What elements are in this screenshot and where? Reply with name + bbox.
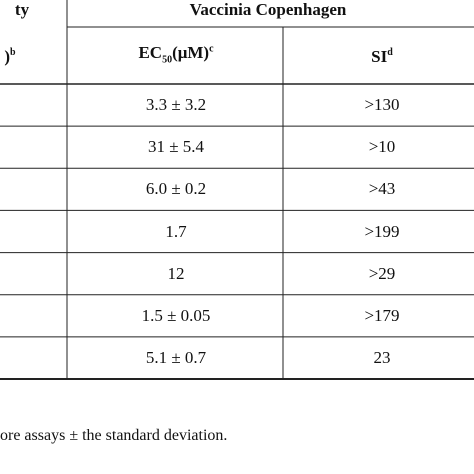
header-text: EC — [138, 43, 163, 63]
header-cell: )b — [4, 43, 15, 67]
header-text: SI — [371, 46, 388, 66]
table-cell: 23 — [373, 347, 391, 367]
header-sub: 50 — [162, 54, 173, 66]
table-cell: >10 — [368, 137, 396, 157]
table-cell: 31 ± 5.4 — [147, 137, 205, 157]
table-cell: >130 — [364, 95, 400, 115]
table-cell: >29 — [368, 263, 396, 283]
table-cell: 3.3 ± 3.2 — [145, 95, 207, 115]
header-sup: d — [387, 47, 393, 59]
header-cell: SId — [371, 43, 393, 67]
table-cell: 1.7 — [165, 221, 187, 241]
header-text: (μM) — [172, 43, 210, 63]
header-cell: Vaccinia Copenhagen — [189, 0, 347, 19]
header-sup: b — [10, 47, 16, 59]
header-cell: EC50(μM)c — [138, 39, 213, 70]
footnote: ore assays ± the standard deviation. — [0, 427, 228, 444]
table-cell: >43 — [368, 179, 396, 199]
header-text: ) — [4, 46, 11, 66]
table-cell: >179 — [364, 305, 400, 325]
table-cell: 5.1 ± 0.7 — [145, 347, 207, 367]
table-cell: >199 — [364, 221, 400, 241]
header-cell: ty — [14, 0, 30, 19]
table-cell: 1.5 ± 0.05 — [141, 305, 211, 325]
table-cell: 6.0 ± 0.2 — [145, 179, 207, 199]
header-sup: c — [209, 43, 214, 55]
table-cell: 12 — [167, 263, 185, 283]
